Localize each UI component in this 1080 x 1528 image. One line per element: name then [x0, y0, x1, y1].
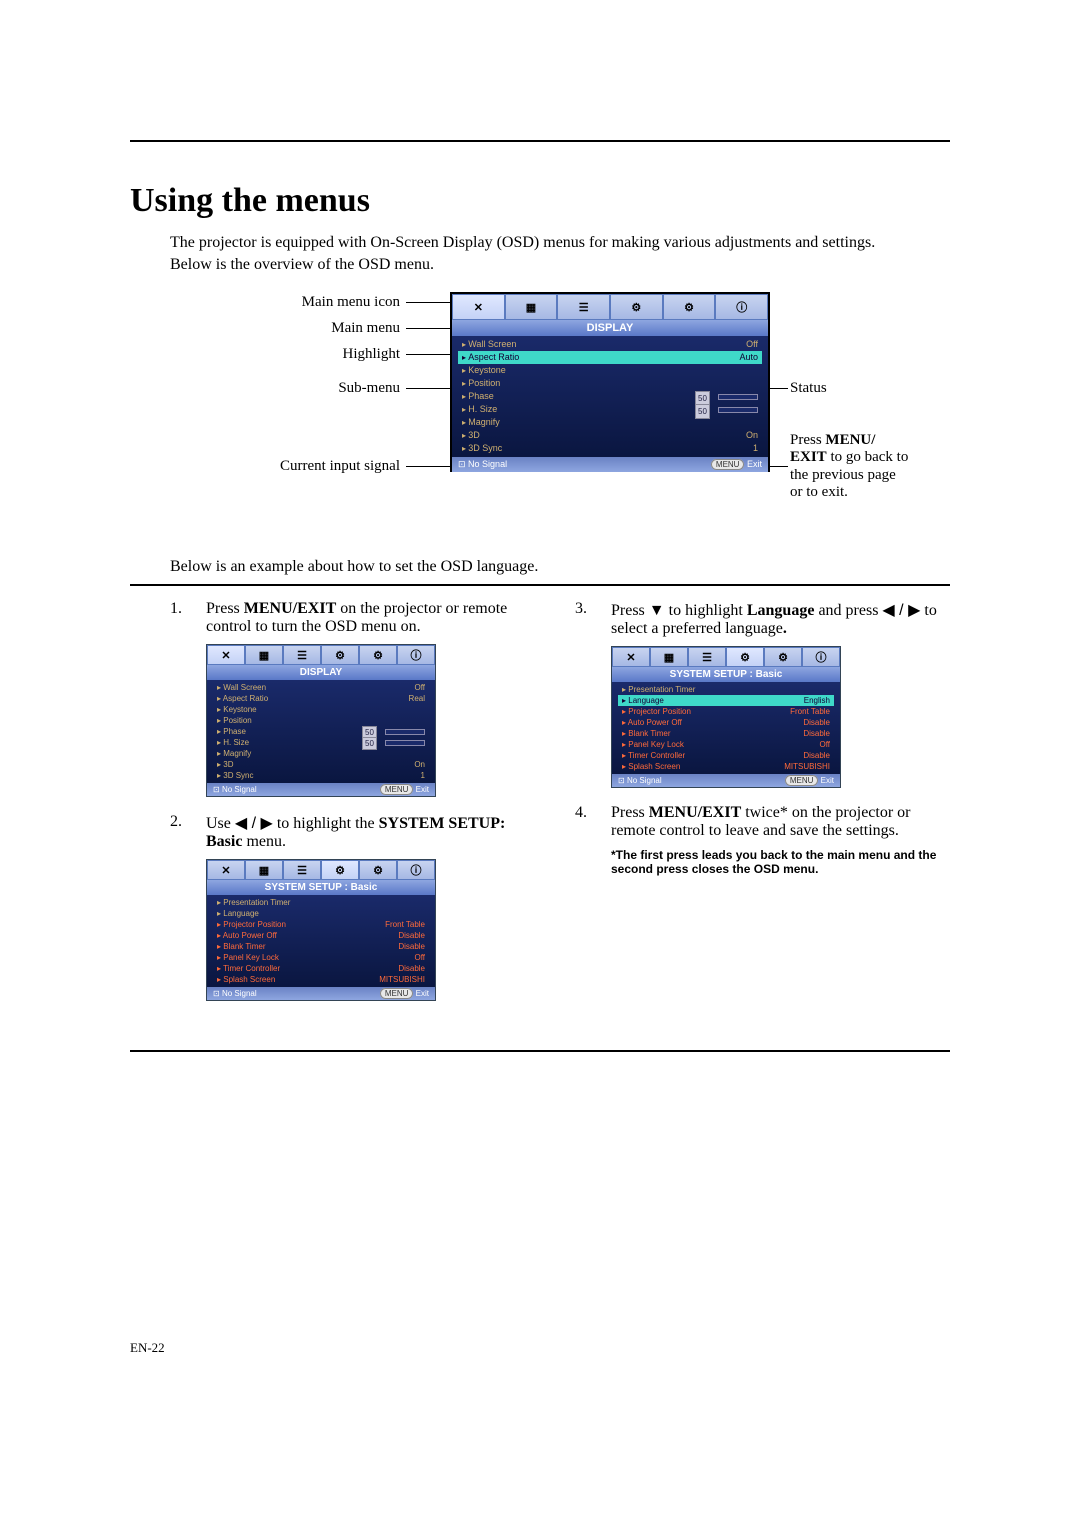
label-status: Status: [790, 380, 827, 397]
osd-title: DISPLAY: [207, 665, 435, 680]
page-title: Using the menus: [130, 182, 950, 220]
label-main-menu-icon: Main menu icon: [200, 294, 400, 311]
osd-val: Auto: [739, 351, 758, 364]
osd-tab: ⚙: [663, 294, 716, 320]
step-text: Press MENU/EXIT on the projector or remo…: [206, 600, 545, 636]
osd-key: Position: [462, 377, 500, 390]
osd-screenshot-step3: ✕ ▦ ☰ ⚙ ⚙ ⓘ SYSTEM SETUP : Basic Present…: [611, 646, 841, 788]
osd-val: On: [746, 429, 758, 442]
osd-title: SYSTEM SETUP : Basic: [612, 667, 840, 682]
osd-tab: ▦: [245, 860, 283, 880]
tab-icon: ☰: [579, 301, 589, 314]
osd-tab: ⓘ: [802, 647, 840, 667]
label-current-input-signal: Current input signal: [200, 458, 400, 475]
leader-line: [406, 302, 450, 303]
col-left: 1. Press MENU/EXIT on the projector or r…: [170, 600, 545, 1017]
hr-thick: [130, 584, 950, 586]
step-number: 3.: [575, 600, 611, 638]
osd-tab: ✕: [207, 860, 245, 880]
osd-key: Phase: [462, 390, 494, 403]
label-main-menu: Main menu: [200, 320, 400, 337]
step-text: Press MENU/EXIT twice* on the projector …: [611, 804, 950, 840]
osd-tab: ▦: [505, 294, 558, 320]
intro-line-1: The projector is equipped with On-Screen…: [170, 234, 950, 252]
step-number: 1.: [170, 600, 206, 636]
osd-tab: ⚙: [764, 647, 802, 667]
step-1: 1. Press MENU/EXIT on the projector or r…: [170, 600, 545, 636]
step-number: 4.: [575, 804, 611, 840]
osd-foot-right: MENU Exit: [711, 459, 762, 470]
tab-icon: ⚙: [684, 301, 694, 314]
osd-tab: ⚙: [321, 645, 359, 665]
step-number: 2.: [170, 813, 206, 851]
leader-line: [406, 466, 450, 467]
step-4-note: *The first press leads you back to the m…: [611, 848, 950, 876]
top-rule: [130, 140, 950, 142]
step-text: Press ▼ to highlight Language and press …: [611, 600, 950, 638]
leader-line: [770, 388, 788, 389]
tab-icon: ✕: [474, 301, 483, 314]
osd-val: 50: [718, 390, 758, 403]
hr-bottom: [130, 1050, 950, 1052]
osd-key: 3D: [462, 429, 480, 442]
osd-key: H. Size: [462, 403, 497, 416]
label-sub-menu: Sub-menu: [200, 380, 400, 397]
osd-footer: ⊡ No Signal MENU Exit: [452, 457, 768, 472]
leader-line: [406, 388, 450, 389]
tab-icon: ⚙: [631, 301, 641, 314]
step-4: 4. Press MENU/EXIT twice* on the project…: [575, 804, 950, 840]
osd-tab: ⚙: [726, 647, 764, 667]
osd-screenshot-overview: ✕ ▦ ☰ ⚙ ⚙ ⓘ DISPLAY Wall Screen Off Aspec…: [450, 292, 770, 472]
osd-tab: ⓘ: [397, 645, 435, 665]
example-intro: Below is an example about how to set the…: [170, 558, 950, 576]
osd-overview-diagram: Main menu icon Main menu Highlight Sub-m…: [170, 282, 950, 542]
osd-foot-left: ⊡ No Signal: [458, 459, 507, 470]
tab-icon: ▦: [526, 301, 536, 314]
osd-tab: ⚙: [321, 860, 359, 880]
osd-key: Keystone: [462, 364, 506, 377]
osd-val: 50: [718, 403, 758, 416]
osd-tab: ⚙: [359, 645, 397, 665]
osd-tab: ✕: [452, 294, 505, 320]
osd-title: SYSTEM SETUP : Basic: [207, 880, 435, 895]
osd-tab: ▦: [245, 645, 283, 665]
osd-tab: ⚙: [359, 860, 397, 880]
osd-val: Off: [746, 338, 758, 351]
osd-tab: ✕: [207, 645, 245, 665]
step-2: 2. Use ◀ / ▶ to highlight the SYSTEM SET…: [170, 813, 545, 851]
osd-tab-row: ✕ ▦ ☰ ⚙ ⚙ ⓘ: [452, 294, 768, 320]
steps-columns: 1. Press MENU/EXIT on the projector or r…: [170, 600, 950, 1017]
osd-screenshot-step2: ✕ ▦ ☰ ⚙ ⚙ ⓘ SYSTEM SETUP : Basic Present…: [206, 859, 436, 1001]
osd-key: Aspect Ratio: [462, 351, 519, 364]
leader-line: [406, 354, 450, 355]
osd-body: Wall Screen Off Aspect Ratio Auto Keystone…: [452, 336, 768, 457]
osd-tab: ☰: [688, 647, 726, 667]
osd-tab: ✕: [612, 647, 650, 667]
osd-title: DISPLAY: [452, 320, 768, 336]
osd-key: 3D Sync: [462, 442, 502, 455]
osd-tab: ⚙: [610, 294, 663, 320]
osd-tab: ☰: [283, 860, 321, 880]
leader-line: [770, 466, 788, 467]
page-number: EN-22: [130, 1340, 165, 1356]
intro-line-2: Below is the overview of the OSD menu.: [170, 256, 950, 274]
step-text: Use ◀ / ▶ to highlight the SYSTEM SETUP:…: [206, 813, 545, 851]
step-3: 3. Press ▼ to highlight Language and pre…: [575, 600, 950, 638]
osd-val: 1: [753, 442, 758, 455]
osd-key: Wall Screen: [462, 338, 516, 351]
osd-screenshot-step1: ✕ ▦ ☰ ⚙ ⚙ ⓘ DISPLAY Wall ScreenOff Aspec…: [206, 644, 436, 797]
col-right: 3. Press ▼ to highlight Language and pre…: [575, 600, 950, 1017]
tab-icon: ⓘ: [736, 299, 747, 315]
osd-tab: ☰: [557, 294, 610, 320]
leader-line: [406, 328, 450, 329]
osd-tab: ▦: [650, 647, 688, 667]
osd-key: Magnify: [462, 416, 500, 429]
label-highlight: Highlight: [200, 346, 400, 363]
osd-tab: ⓘ: [397, 860, 435, 880]
label-press-menu-exit: Press MENU/EXIT to go back to the previo…: [790, 432, 910, 501]
osd-tab: ⓘ: [715, 294, 768, 320]
osd-tab: ☰: [283, 645, 321, 665]
